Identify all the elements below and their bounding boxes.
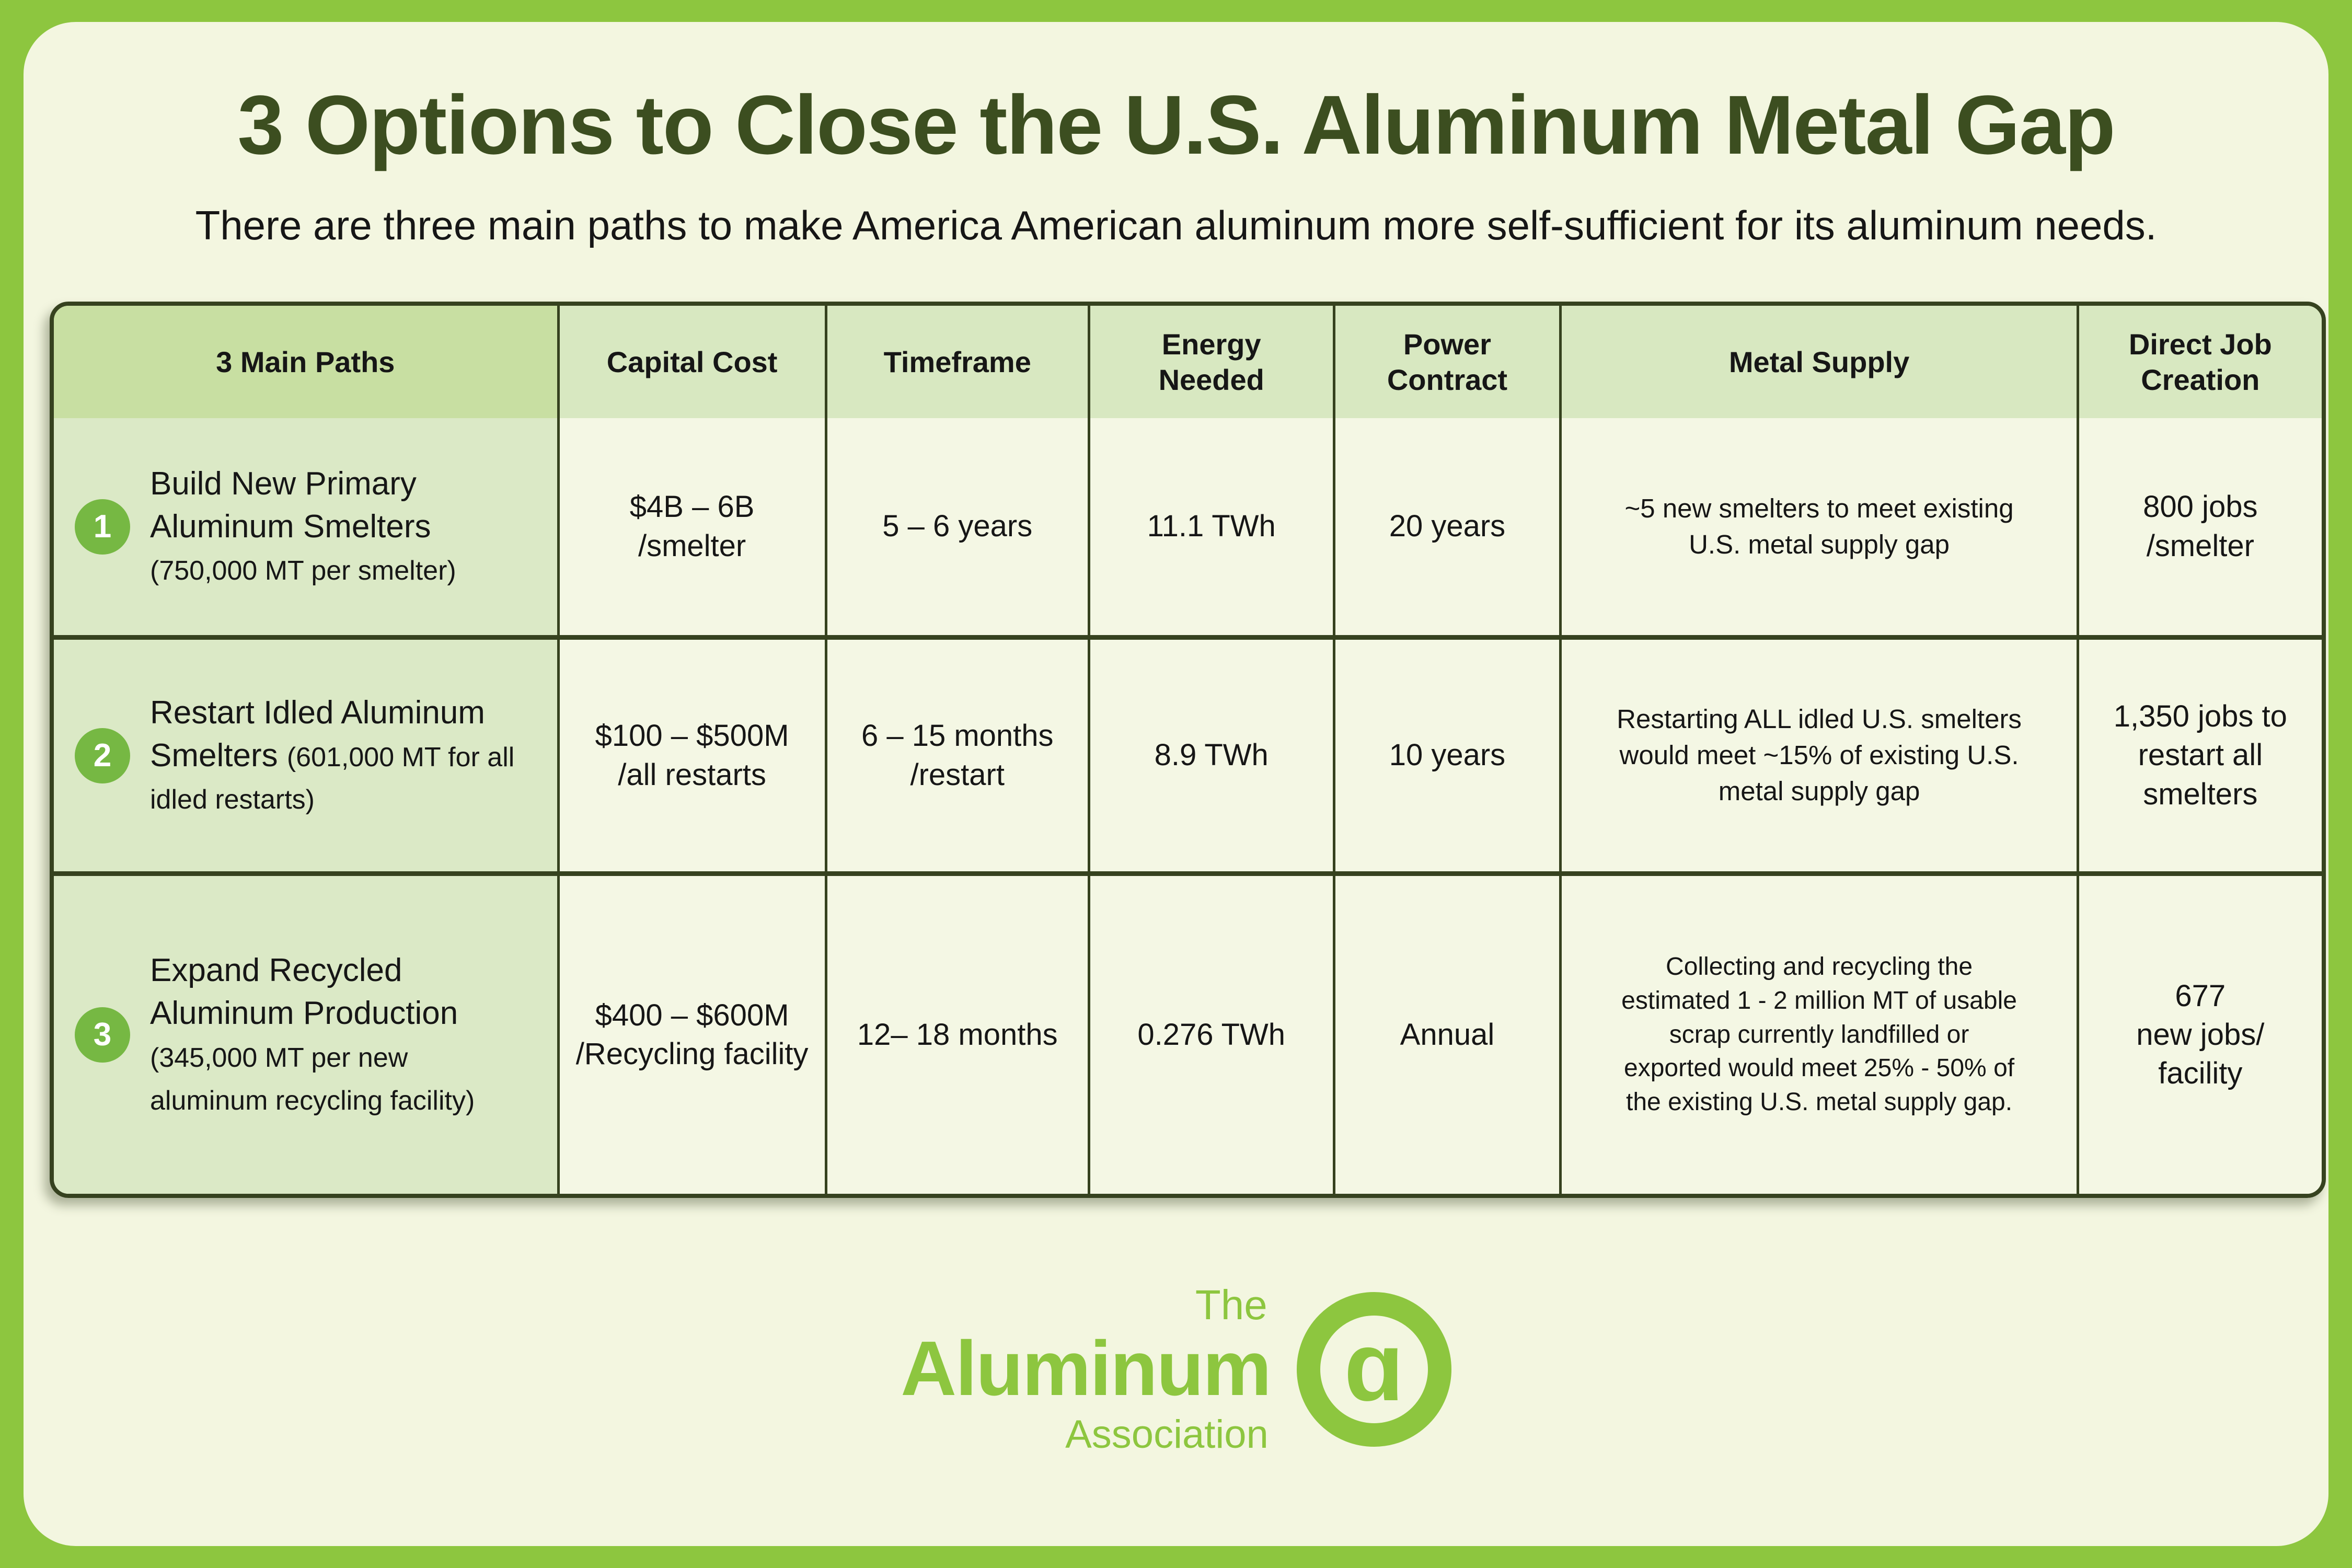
path-title: Restart Idled Aluminum Smelters: [150, 694, 485, 774]
path-title: Expand Recycled Aluminum Production: [150, 952, 458, 1032]
logo-word-the: The: [1195, 1282, 1267, 1328]
capital-cost-value: $400 – $600M: [595, 998, 789, 1032]
power-contract-cell: 20 years: [1335, 418, 1562, 635]
metal-supply-cell: Collecting and recycling the estimated 1…: [1562, 876, 2079, 1194]
path-cell-build-new-smelters: 1 Build New Primary Aluminum Smelters (7…: [54, 418, 560, 635]
header-energy-needed: Energy Needed: [1090, 306, 1335, 418]
capital-cost-unit: /smelter: [638, 528, 746, 563]
header-power-contract: Power Contract: [1335, 306, 1562, 418]
content-panel: 3 Options to Close the U.S. Aluminum Met…: [24, 22, 2328, 1546]
power-contract-cell: 10 years: [1335, 640, 1562, 871]
energy-needed-cell: 8.9 TWh: [1090, 640, 1335, 871]
timeframe-unit: /restart: [910, 757, 1005, 792]
row-number-badge: 1: [75, 499, 130, 555]
timeframe-value: 12– 18 months: [857, 1017, 1058, 1052]
timeframe-cell: 12– 18 months: [827, 876, 1090, 1194]
path-description: Build New Primary Aluminum Smelters (750…: [150, 463, 521, 591]
capital-cost-unit: /all restarts: [618, 757, 766, 792]
metal-supply-cell: Restarting ALL idled U.S. smelters would…: [1562, 640, 2079, 871]
table-row: 3 Expand Recycled Aluminum Production (3…: [54, 871, 2322, 1194]
timeframe-cell: 5 – 6 years: [827, 418, 1090, 635]
capital-cost-cell: $100 – $500M /all restarts: [559, 640, 827, 871]
jobs-value: 800 jobs: [2143, 490, 2258, 524]
energy-needed-cell: 11.1 TWh: [1090, 418, 1335, 635]
energy-needed-cell: 0.276 TWh: [1090, 876, 1335, 1194]
logo-wordmark: The Aluminum Association: [901, 1282, 1272, 1457]
job-creation-cell: 800 jobs /smelter: [2079, 418, 2322, 635]
capital-cost-value: $100 – $500M: [595, 719, 789, 753]
capital-cost-unit: /Recycling facility: [575, 1037, 809, 1071]
header-main-paths: 3 Main Paths: [54, 306, 560, 418]
capital-cost-cell: $400 – $600M /Recycling facility: [559, 876, 827, 1194]
path-title: Build New Primary Aluminum Smelters: [150, 465, 431, 545]
page-subtitle: There are three main paths to make Ameri…: [195, 202, 2157, 248]
path-description: Expand Recycled Aluminum Production (345…: [150, 949, 521, 1120]
page-title: 3 Options to Close the U.S. Aluminum Met…: [237, 78, 2115, 171]
header-metal-supply: Metal Supply: [1562, 306, 2079, 418]
logo-word-association: Association: [1065, 1412, 1269, 1457]
circle-a-icon: ɑ: [1296, 1292, 1451, 1447]
path-description: Restart Idled Aluminum Smelters (601,000…: [150, 691, 521, 820]
timeframe-value: 5 – 6 years: [882, 509, 1033, 544]
timeframe-value: 6 – 15 months: [861, 719, 1054, 753]
table-header-row: 3 Main Paths Capital Cost Timeframe Ener…: [54, 306, 2322, 418]
logo-word-aluminum: Aluminum: [901, 1325, 1272, 1412]
capital-cost-value: $4B – 6B: [629, 490, 755, 524]
row-number-badge: 2: [75, 728, 130, 783]
power-contract-cell: Annual: [1335, 876, 1562, 1194]
path-cell-expand-recycled-production: 3 Expand Recycled Aluminum Production (3…: [54, 876, 560, 1194]
timeframe-cell: 6 – 15 months /restart: [827, 640, 1090, 871]
jobs-value: 1,350 jobs to restart all smelters: [2113, 699, 2287, 811]
path-note: (345,000 MT per new aluminum recycling f…: [150, 1043, 475, 1116]
header-direct-job-creation: Direct Job Creation: [2079, 306, 2322, 418]
path-note: (750,000 MT per smelter): [150, 556, 456, 586]
header-timeframe: Timeframe: [827, 306, 1090, 418]
table-row: 1 Build New Primary Aluminum Smelters (7…: [54, 418, 2322, 635]
header-capital-cost: Capital Cost: [559, 306, 827, 418]
jobs-unit: /smelter: [2146, 528, 2254, 563]
table-row: 2 Restart Idled Aluminum Smelters (601,0…: [54, 635, 2322, 871]
capital-cost-cell: $4B – 6B /smelter: [559, 418, 827, 635]
aluminum-association-logo: The Aluminum Association ɑ: [50, 1284, 2302, 1455]
jobs-unit: new jobs/ facility: [2136, 1017, 2265, 1091]
job-creation-cell: 1,350 jobs to restart all smelters: [2079, 640, 2322, 871]
job-creation-cell: 677 new jobs/ facility: [2079, 876, 2322, 1194]
jobs-value: 677: [2175, 978, 2226, 1013]
options-table: 3 Main Paths Capital Cost Timeframe Ener…: [50, 302, 2326, 1198]
path-cell-restart-idled-smelters: 2 Restart Idled Aluminum Smelters (601,0…: [54, 640, 560, 871]
logo-letter-a: ɑ: [1344, 1311, 1404, 1421]
metal-supply-cell: ~5 new smelters to meet existing U.S. me…: [1562, 418, 2079, 635]
path-note: (601,000 MT for all idled restarts): [150, 742, 515, 815]
row-number-badge: 3: [75, 1007, 130, 1063]
